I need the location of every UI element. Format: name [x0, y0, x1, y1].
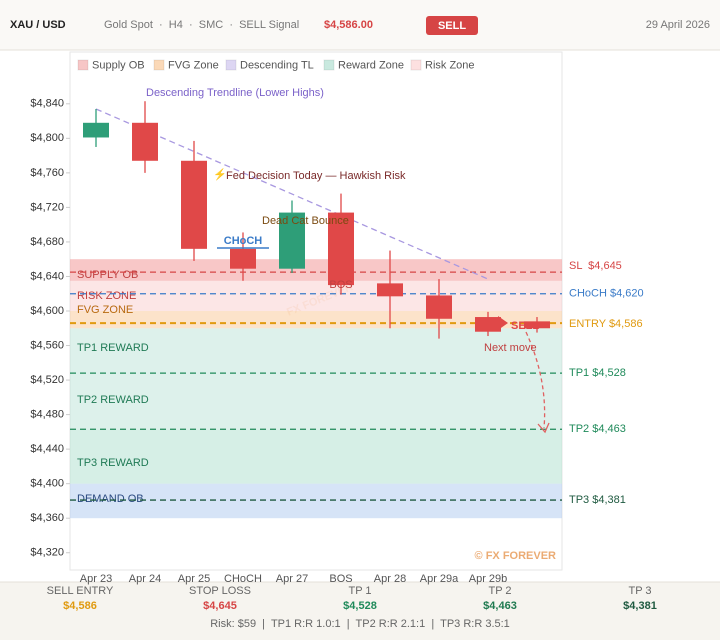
x-tick-label: Apr 28 [374, 573, 406, 585]
sell-arrow [476, 316, 508, 330]
footer-value: $4,463 [483, 600, 517, 612]
y-tick-label: $4,640 [30, 270, 64, 282]
zone [70, 429, 562, 484]
footer-label: SELL ENTRY [47, 585, 114, 597]
footer-value: $4,381 [623, 600, 657, 612]
candle-body [328, 212, 354, 286]
y-tick-label: $4,520 [30, 374, 64, 386]
zone-label: TP1 REWARD [77, 342, 149, 354]
candle-body [426, 295, 452, 319]
footer-summary: Risk: $59 | TP1 R:R 1.0:1 | TP2 R:R 2.1:… [210, 618, 510, 630]
footer-label: TP 2 [488, 585, 511, 597]
footer-bg [0, 582, 720, 640]
signal: SELL [438, 20, 466, 32]
zone-label: SUPPLY OB [77, 269, 138, 281]
legend-label: Descending TL [240, 59, 314, 71]
annotation: BOS [329, 279, 352, 291]
legend-label: Reward Zone [338, 59, 404, 71]
zone-label: TP3 REWARD [77, 457, 149, 469]
signal-badge [426, 16, 478, 35]
legend-label: FVG Zone [168, 59, 219, 71]
trendline-label: Descending Trendline (Lower Highs) [146, 87, 324, 99]
level-label: TP3 $4,381 [569, 494, 626, 506]
credit: © FX FOREVER [475, 550, 557, 562]
x-tick-label: Apr 27 [276, 573, 308, 585]
x-tick-label: BOS [329, 573, 352, 585]
x-tick-label: Apr 24 [129, 573, 161, 585]
candle-body [83, 122, 109, 138]
zone-label: FVG ZONE [77, 304, 133, 316]
y-tick-label: $4,360 [30, 512, 64, 524]
footer-value: $4,586 [63, 600, 97, 612]
annotation: SELL [511, 320, 539, 332]
legend-swatch [225, 59, 237, 71]
candle-body [475, 317, 501, 332]
y-tick-label: $4,480 [30, 409, 64, 421]
candle-body [279, 212, 305, 269]
annotation: Next move [484, 342, 537, 354]
footer-label: TP 3 [628, 585, 651, 597]
zone-label: RISK ZONE [77, 290, 136, 302]
candle-body [230, 248, 256, 269]
legend-swatch [77, 59, 89, 71]
footer-value: $4,645 [203, 600, 237, 612]
zone [70, 259, 562, 311]
annotation: CHoCH [224, 235, 263, 247]
level-label: TP2 $4,463 [569, 423, 626, 435]
y-tick-label: $4,800 [30, 132, 64, 144]
y-tick-label: $4,440 [30, 443, 64, 455]
candle-body [377, 283, 403, 297]
level-label: SL $4,645 [569, 260, 622, 272]
next-move-curve [525, 331, 546, 429]
y-tick-label: $4,320 [30, 547, 64, 559]
date: 29 April 2026 [646, 19, 710, 31]
y-tick-label: $4,680 [30, 236, 64, 248]
annotation-icon: ⚡ [213, 168, 227, 181]
zone-label: DEMAND OB [77, 493, 144, 505]
legend-swatch [153, 59, 165, 71]
annotation: Dead Cat Bounce [262, 215, 349, 227]
header-bg [0, 0, 720, 50]
annotation: Fed Decision Today — Hawkish Risk [226, 170, 406, 182]
footer-label: STOP LOSS [189, 585, 251, 597]
footer-label: TP 1 [348, 585, 371, 597]
x-tick-label: CHoCH [224, 573, 262, 585]
pair: XAU / USD [10, 19, 66, 31]
y-tick-label: $4,760 [30, 167, 64, 179]
legend-swatch [410, 59, 422, 71]
zone-label: TP2 REWARD [77, 394, 149, 406]
y-tick-label: $4,720 [30, 201, 64, 213]
legend-swatch [323, 59, 335, 71]
candle-body [524, 321, 550, 329]
y-tick-label: $4,600 [30, 305, 64, 317]
x-tick-label: Apr 29a [420, 573, 459, 585]
candle-body [181, 160, 207, 249]
zone [70, 483, 562, 519]
x-tick-label: Apr 23 [80, 573, 112, 585]
x-tick-label: Apr 29b [469, 573, 508, 585]
next-move-head [537, 422, 550, 434]
price: $4,586.00 [324, 19, 373, 31]
candle-body [132, 122, 158, 161]
zone [70, 373, 562, 430]
meta: Gold Spot · H4 · SMC · SELL Signal [104, 19, 299, 31]
level-label: ENTRY $4,586 [569, 318, 643, 330]
trendline [95, 108, 489, 280]
x-tick-label: Apr 25 [178, 573, 210, 585]
y-tick-label: $4,400 [30, 478, 64, 490]
legend-label: Supply OB [92, 59, 145, 71]
footer-value: $4,528 [343, 600, 377, 612]
legend-label: Risk Zone [425, 59, 475, 71]
level-label: CHoCH $4,620 [569, 288, 644, 300]
y-tick-label: $4,560 [30, 339, 64, 351]
y-tick-label: $4,840 [30, 98, 64, 110]
zone [70, 328, 562, 374]
zone [70, 259, 562, 281]
level-label: TP1 $4,528 [569, 367, 626, 379]
